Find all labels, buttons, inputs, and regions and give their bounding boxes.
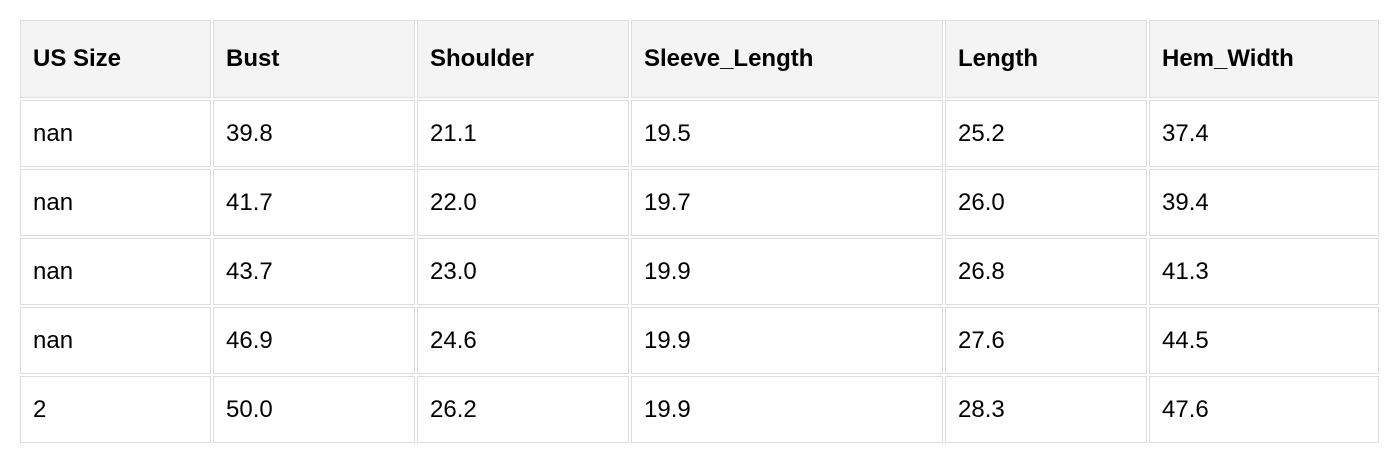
table-cell: nan	[20, 100, 211, 167]
table-cell: 19.5	[631, 100, 943, 167]
column-header: Length	[945, 20, 1147, 98]
table-cell: 19.9	[631, 307, 943, 374]
table-row: 2 50.0 26.2 19.9 28.3 47.6	[20, 376, 1379, 443]
table-cell: 19.7	[631, 169, 943, 236]
table-cell: 41.7	[213, 169, 415, 236]
column-header: Bust	[213, 20, 415, 98]
table-cell: 23.0	[417, 238, 629, 305]
table-cell: 19.9	[631, 376, 943, 443]
table-cell: 41.3	[1149, 238, 1379, 305]
table-row: nan 46.9 24.6 19.9 27.6 44.5	[20, 307, 1379, 374]
table-cell: 43.7	[213, 238, 415, 305]
table-cell: 39.8	[213, 100, 415, 167]
header-row: US Size Bust Shoulder Sleeve_Length Length He…	[20, 20, 1379, 98]
table-cell: 47.6	[1149, 376, 1379, 443]
table-cell: 39.4	[1149, 169, 1379, 236]
column-header: US Size	[20, 20, 211, 98]
table-cell: 44.5	[1149, 307, 1379, 374]
table-cell: 21.1	[417, 100, 629, 167]
table-cell: 26.0	[945, 169, 1147, 236]
table-cell: nan	[20, 169, 211, 236]
table-cell: 26.8	[945, 238, 1147, 305]
table-cell: 27.6	[945, 307, 1147, 374]
column-header: Shoulder	[417, 20, 629, 98]
table-cell: 19.9	[631, 238, 943, 305]
table-cell: 22.0	[417, 169, 629, 236]
table-cell: 24.6	[417, 307, 629, 374]
table-cell: 28.3	[945, 376, 1147, 443]
table-cell: 25.2	[945, 100, 1147, 167]
column-header: Sleeve_Length	[631, 20, 943, 98]
table-cell: 46.9	[213, 307, 415, 374]
table-row: nan 43.7 23.0 19.9 26.8 41.3	[20, 238, 1379, 305]
table-cell: 50.0	[213, 376, 415, 443]
table-row: nan 39.8 21.1 19.5 25.2 37.4	[20, 100, 1379, 167]
table-cell: 2	[20, 376, 211, 443]
table-cell: nan	[20, 238, 211, 305]
table-row: nan 41.7 22.0 19.7 26.0 39.4	[20, 169, 1379, 236]
table-cell: 37.4	[1149, 100, 1379, 167]
table-cell: 26.2	[417, 376, 629, 443]
table-cell: nan	[20, 307, 211, 374]
column-header: Hem_Width	[1149, 20, 1379, 98]
size-chart-table: US Size Bust Shoulder Sleeve_Length Length He…	[18, 18, 1381, 445]
